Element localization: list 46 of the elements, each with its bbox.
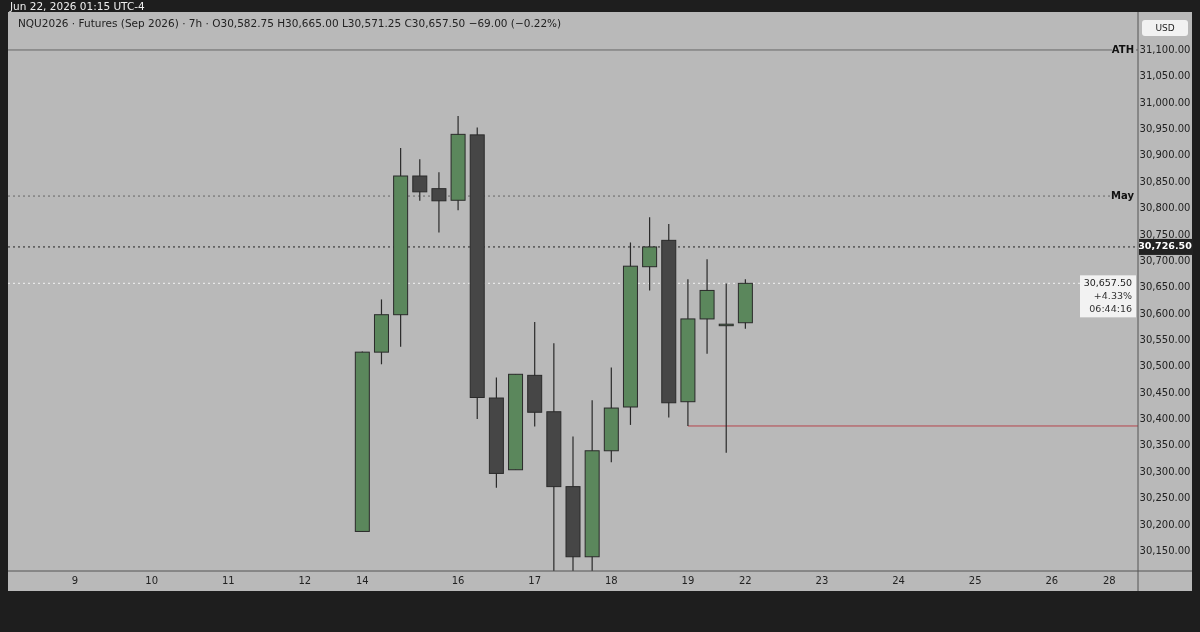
ref-line-label: 30,657.50	[1083, 276, 1132, 288]
candlestick	[431, 171, 447, 234]
x-tick-label: 18	[604, 575, 618, 586]
x-tick-label: 9	[71, 575, 79, 586]
y-tick-label: 31,000.00	[1139, 96, 1191, 108]
y-tick-label: 30,200.00	[1139, 518, 1191, 530]
candlestick	[412, 158, 428, 202]
x-tick-label: 23	[815, 575, 829, 586]
y-tick-label: 30,350.00	[1139, 439, 1191, 451]
x-tick-label: 25	[968, 575, 982, 586]
y-tick-label: 30,150.00	[1139, 544, 1191, 556]
x-tick-label: 12	[298, 575, 312, 586]
annotation: +4.33%	[1093, 289, 1132, 301]
y-tick-label: 30,400.00	[1139, 413, 1191, 425]
x-tick-label: 26	[1045, 575, 1059, 586]
x-tick-label: 14	[355, 575, 369, 586]
y-tick-label: 30,550.00	[1139, 334, 1191, 346]
y-tick-label: 30,800.00	[1139, 202, 1191, 214]
chart-subtitle: Jun 22, 2026 01:15 UTC-4	[9, 0, 146, 12]
y-tick-label: 30,850.00	[1139, 175, 1191, 187]
y-tick-label: 30,700.00	[1139, 254, 1191, 266]
y-tick-label: 30,900.00	[1139, 149, 1191, 161]
y-tick-label: 30,600.00	[1139, 307, 1191, 319]
ref-line-label: May	[1111, 190, 1135, 202]
x-tick-label: 11	[221, 575, 235, 586]
x-tick-label: 28	[1102, 575, 1116, 586]
y-tick-label: 30,450.00	[1139, 386, 1191, 398]
x-tick-label: 10	[145, 575, 159, 586]
y-tick-label: 30,500.00	[1139, 360, 1191, 372]
ref-line-label: ATH	[1111, 43, 1134, 55]
text: USD	[1155, 22, 1175, 33]
y-tick-label: 30,250.00	[1139, 492, 1191, 504]
y-tick-label: 31,050.00	[1139, 70, 1191, 82]
y-tick-label: 30,950.00	[1139, 123, 1191, 135]
y-tick-label: 30,300.00	[1139, 465, 1191, 477]
y-tick-label: 31,100.00	[1139, 43, 1191, 55]
x-tick-label: 22	[739, 575, 752, 586]
x-tick-label: 16	[451, 575, 465, 586]
y-tick-label: 30,650.00	[1139, 281, 1191, 293]
annotation: 06:44:16	[1089, 302, 1132, 314]
x-tick-label: 24	[892, 575, 905, 586]
x-tick-label: 17	[528, 575, 542, 586]
x-tick-label: 19	[681, 575, 695, 586]
ref-line-label: 30,726.50	[1138, 240, 1193, 252]
y-tick-label: 30,750.00	[1139, 228, 1191, 240]
text: NQU2026 · Futures (Sep 2026) · 7h · O30,582.75 H30,665.00 L30,571.25 C30,657.50 −69.00 (−0.22%)	[18, 17, 562, 29]
